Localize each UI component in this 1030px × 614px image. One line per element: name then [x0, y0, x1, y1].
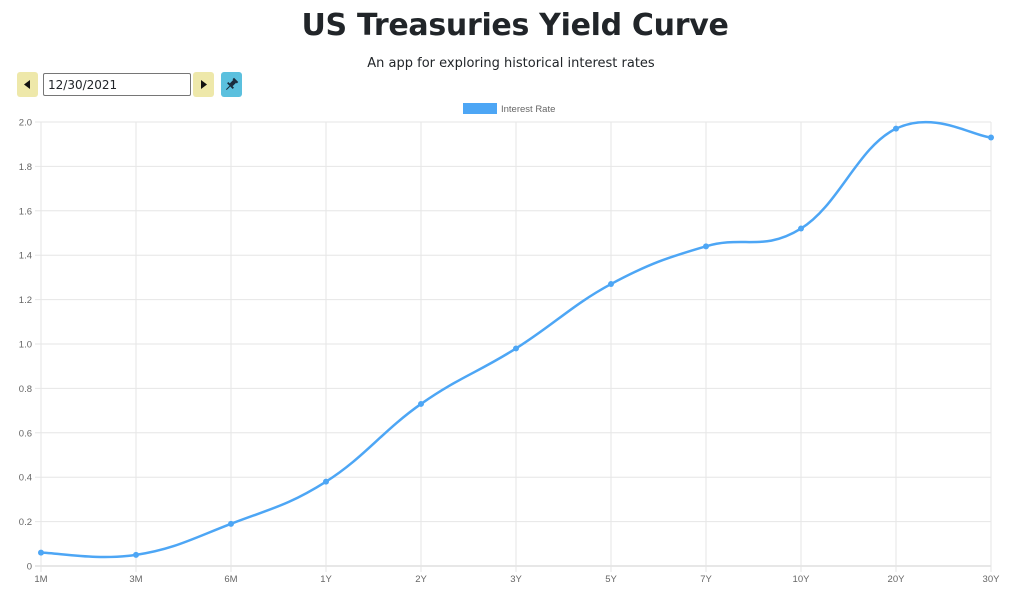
legend-label: Interest Rate	[501, 104, 555, 115]
previous-date-button[interactable]	[17, 72, 38, 97]
y-tick-label: 0	[27, 562, 32, 573]
y-tick-label: 0.2	[19, 517, 32, 528]
y-tick-label: 1.4	[19, 251, 32, 262]
y-tick-label: 0.4	[19, 473, 32, 484]
data-point-5y[interactable]	[608, 281, 614, 288]
y-tick-label: 1.0	[19, 340, 32, 351]
y-axis: 0 0.2 0.4 0.6 0.8 1.0 1.2 1.4 1.6 1.8 2.0	[19, 118, 32, 573]
triangle-right-icon	[201, 80, 207, 89]
data-point-3y[interactable]	[513, 345, 519, 352]
page-title: US Treasuries Yield Curve	[301, 8, 729, 43]
next-date-button[interactable]	[193, 72, 214, 97]
chart-legend[interactable]: Interest Rate	[463, 103, 555, 115]
data-point-2y[interactable]	[418, 400, 424, 407]
x-tick-label: 10Y	[793, 574, 811, 585]
data-points	[38, 125, 994, 558]
pin-button[interactable]	[221, 72, 242, 97]
x-tick-label: 1M	[34, 574, 47, 585]
date-input[interactable]	[43, 73, 191, 96]
data-point-30y[interactable]	[988, 134, 994, 141]
data-point-20y[interactable]	[893, 125, 899, 132]
y-tick-label: 0.8	[19, 384, 32, 395]
x-tick-label: 7Y	[700, 574, 712, 585]
yield-curve-chart: Interest Rate 0 0.2 0.4 0.6 0.8 1.0 1.2 1.4 1.6 1…	[19, 103, 1000, 585]
x-tick-label: 2Y	[415, 574, 427, 585]
page-subtitle: An app for exploring historical interest…	[367, 56, 655, 71]
chart-grid	[35, 121, 992, 572]
pushpin-icon	[225, 77, 239, 91]
triangle-left-icon	[24, 80, 30, 89]
y-tick-label: 1.6	[19, 206, 32, 217]
y-tick-label: 1.2	[19, 295, 32, 306]
data-point-7y[interactable]	[703, 243, 709, 250]
y-tick-label: 2.0	[19, 118, 32, 129]
x-tick-label: 1Y	[320, 574, 332, 585]
x-tick-label: 5Y	[605, 574, 617, 585]
data-point-10y[interactable]	[798, 225, 804, 232]
x-tick-label: 3Y	[510, 574, 522, 585]
x-tick-label: 3M	[129, 574, 142, 585]
data-point-1y[interactable]	[323, 478, 329, 485]
y-tick-label: 0.6	[19, 428, 32, 439]
data-point-1m[interactable]	[38, 549, 44, 556]
x-tick-label: 30Y	[983, 574, 1001, 585]
x-axis: 1M 3M 6M 1Y 2Y 3Y 5Y 7Y 10Y 20Y 30Y	[34, 574, 1000, 585]
legend-swatch	[463, 103, 497, 114]
x-tick-label: 20Y	[888, 574, 906, 585]
x-tick-label: 6M	[224, 574, 237, 585]
y-tick-label: 1.8	[19, 162, 32, 173]
data-point-6m[interactable]	[228, 520, 234, 527]
data-point-3m[interactable]	[133, 551, 139, 558]
